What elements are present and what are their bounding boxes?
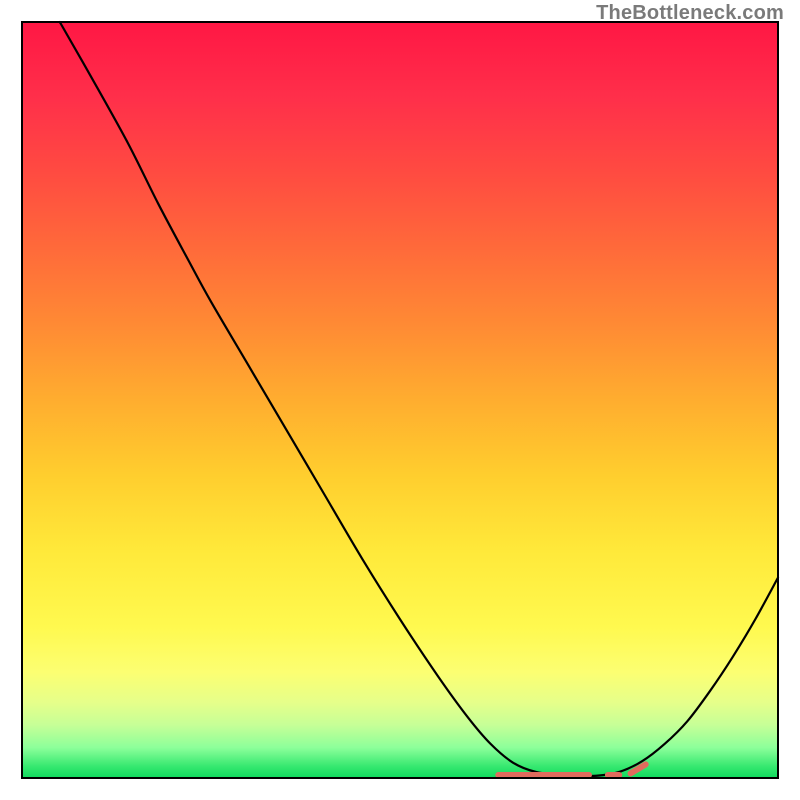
watermark-text: TheBottleneck.com: [596, 2, 784, 25]
bottleneck-curve-chart: [0, 0, 800, 800]
chart-container: TheBottleneck.com: [0, 0, 800, 800]
plot-background: [22, 22, 778, 778]
